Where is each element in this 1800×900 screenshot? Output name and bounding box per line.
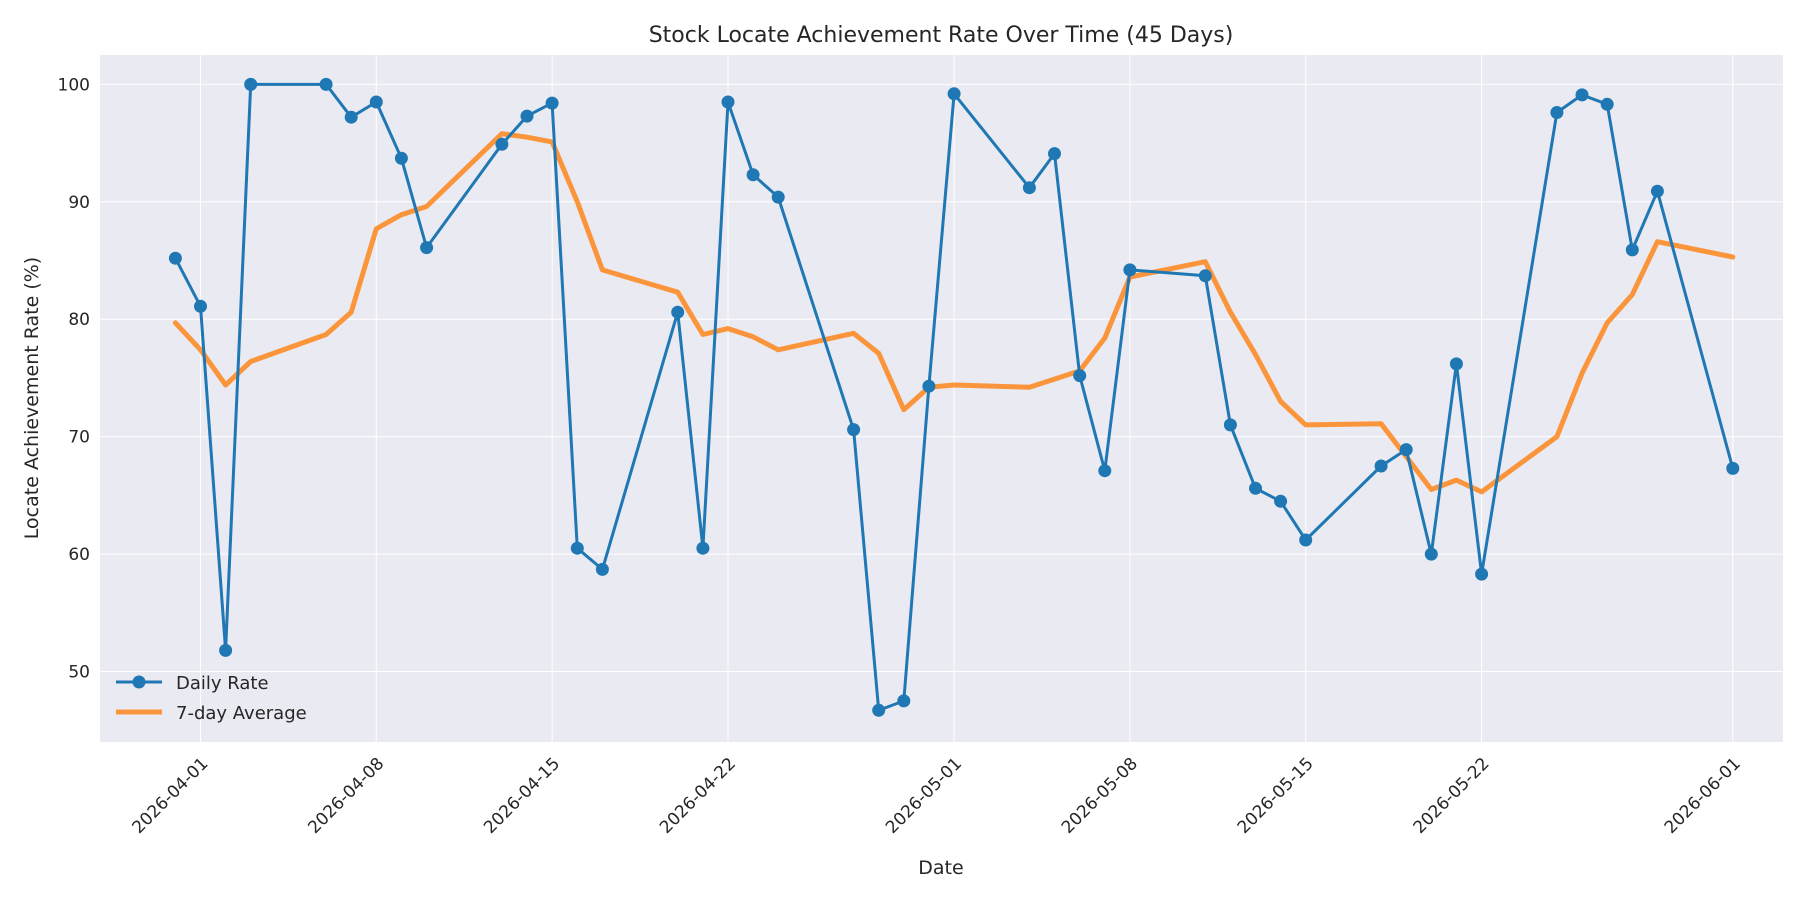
daily-point [1073,369,1087,383]
daily-point [394,151,408,165]
daily-point [420,241,434,255]
daily-point [897,694,911,708]
daily-point [696,541,710,555]
daily-point [344,110,358,124]
daily-point [520,109,534,123]
daily-point [947,87,961,101]
daily-point [872,703,886,717]
daily-point [1048,147,1061,161]
daily-series [168,77,1740,717]
daily-point [1098,464,1112,478]
y-tick-label: 70 [68,428,90,448]
y-axis-label: Locate Achievement Rate (%) [21,257,43,539]
daily-point [319,77,333,91]
y-tick-label: 100 [58,75,90,95]
x-tick-label: 2026-05-01 [882,754,966,838]
daily-point [570,541,584,555]
x-tick-label: 2026-06-01 [1661,754,1745,838]
daily-point [1022,181,1036,195]
daily-point [1600,97,1614,111]
daily-point [1550,106,1564,119]
daily-point [219,643,233,657]
legend-daily-marker [132,675,146,689]
grid [100,55,1783,742]
x-tick-label: 2026-04-22 [656,754,740,838]
y-axis: 50 60 70 80 90 100 [58,75,90,682]
legend: Daily Rate 7-day Average [116,673,307,724]
daily-point [1650,184,1664,198]
daily-point [671,305,685,319]
y-tick-label: 90 [68,193,90,213]
daily-point [244,77,258,91]
plot-background [100,55,1783,742]
daily-point [1424,547,1438,561]
x-tick-label: 2026-05-15 [1234,754,1318,838]
y-tick-label: 60 [68,545,90,565]
daily-point [847,423,861,437]
daily-point [1625,243,1639,257]
daily-point [1299,533,1313,547]
daily-point [1374,459,1388,473]
daily-point [1198,269,1212,283]
daily-point [545,96,559,110]
daily-point [721,95,735,109]
daily-point [771,190,785,204]
daily-point [1575,88,1589,102]
y-tick-label: 80 [68,310,90,330]
daily-point [595,562,609,576]
daily-point [168,251,182,265]
x-axis-label: Date [918,857,963,879]
x-axis: 2026-04-01 2026-04-08 2026-04-15 2026-04-22… [128,754,1744,838]
daily-point [1223,418,1237,432]
x-tick-label: 2026-04-15 [480,754,564,838]
daily-point [369,95,383,109]
x-tick-label: 2026-04-08 [304,754,388,838]
daily-point [1399,443,1413,457]
x-tick-label: 2026-04-01 [128,754,212,838]
daily-point [1274,494,1288,508]
daily-point [194,299,207,313]
chart-title: Stock Locate Achievement Rate Over Time … [649,23,1234,48]
daily-point [1249,481,1262,495]
daily-point [495,137,509,151]
legend-avg-label: 7-day Average [176,703,307,724]
x-tick-label: 2026-05-08 [1058,754,1142,838]
daily-point [746,168,760,182]
daily-point [1726,461,1740,475]
x-tick-label: 2026-05-22 [1410,754,1494,838]
daily-point [922,379,936,393]
y-tick-label: 50 [68,663,90,683]
daily-point [1123,263,1137,277]
daily-point [1449,357,1463,371]
daily-point [1475,567,1489,581]
legend-daily-label: Daily Rate [176,673,269,694]
